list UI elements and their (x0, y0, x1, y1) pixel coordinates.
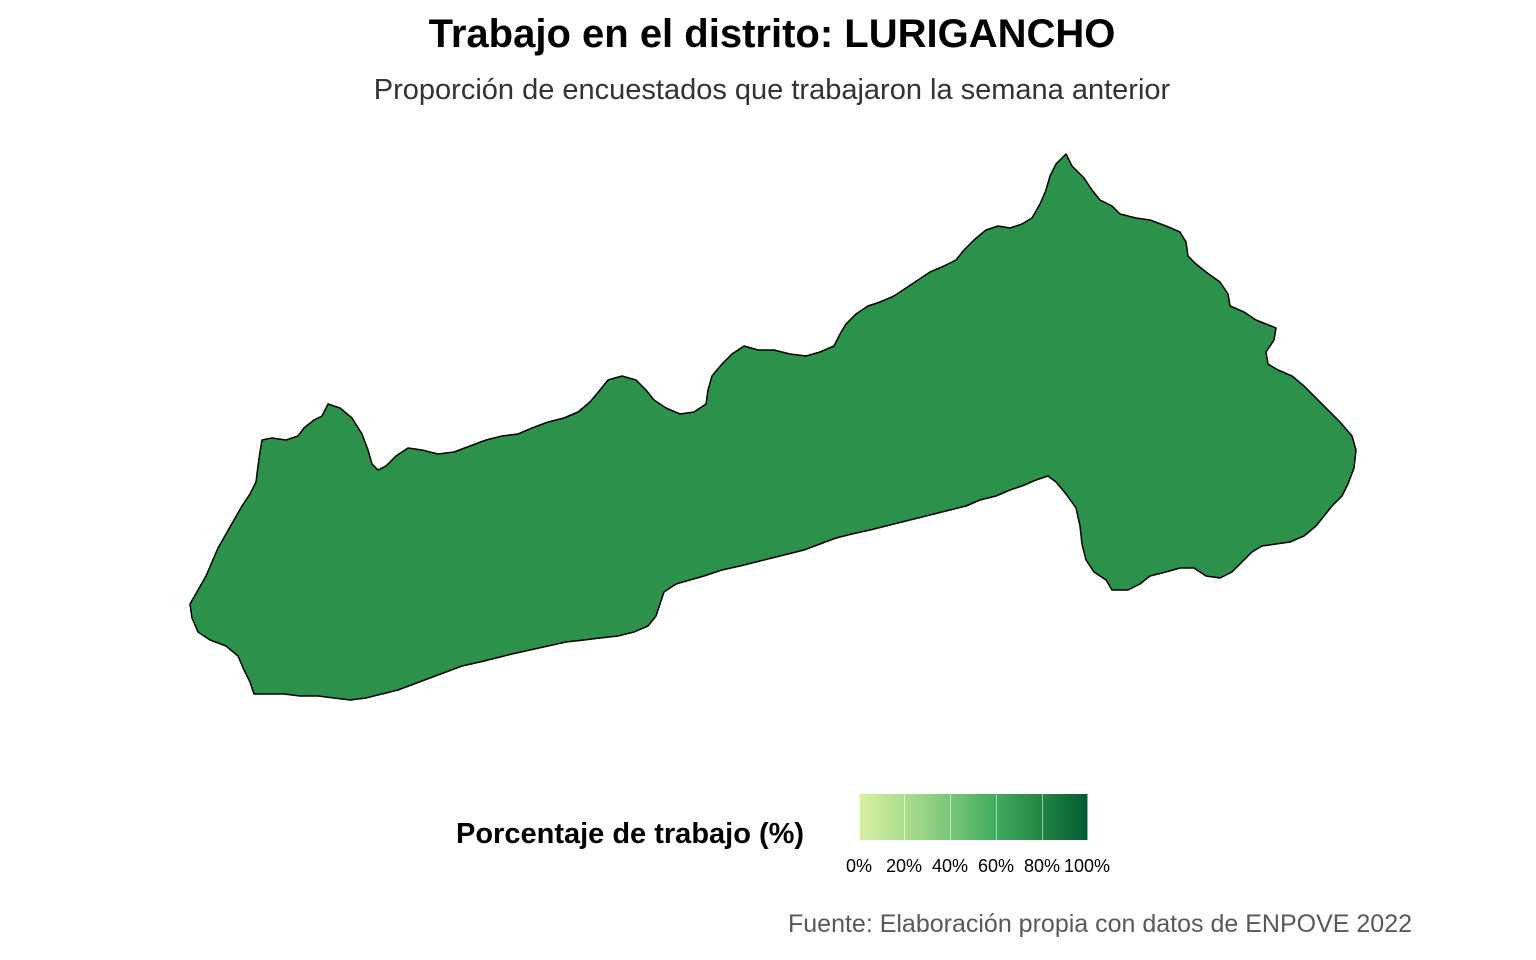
legend-tick-label: 20% (885, 856, 923, 876)
map-title: Trabajo en el distrito: LURIGANCHO (428, 12, 1116, 56)
legend-tick-mark (904, 794, 905, 840)
legend-tick-mark (1087, 794, 1088, 840)
lurigancho-district-region (189, 153, 1357, 701)
legend-tick-mark (996, 794, 997, 840)
legend-tick-mark (1042, 794, 1043, 840)
legend-tick-label: 0% (845, 856, 873, 876)
legend-tick-label: 40% (931, 856, 969, 876)
legend-tick-label: 100% (1063, 856, 1111, 876)
legend-tick-mark (950, 794, 951, 840)
source-caption: Fuente: Elaboración propia con datos de … (787, 910, 1412, 938)
legend-title: Porcentaje de trabajo (%) (456, 818, 805, 850)
legend-color-bar (859, 794, 1088, 840)
legend-tick-label: 60% (977, 856, 1015, 876)
legend-tick-mark (859, 794, 860, 840)
map-subtitle: Proporción de encuestados que trabajaron… (373, 74, 1171, 106)
legend-tick-label: 80% (1023, 856, 1061, 876)
